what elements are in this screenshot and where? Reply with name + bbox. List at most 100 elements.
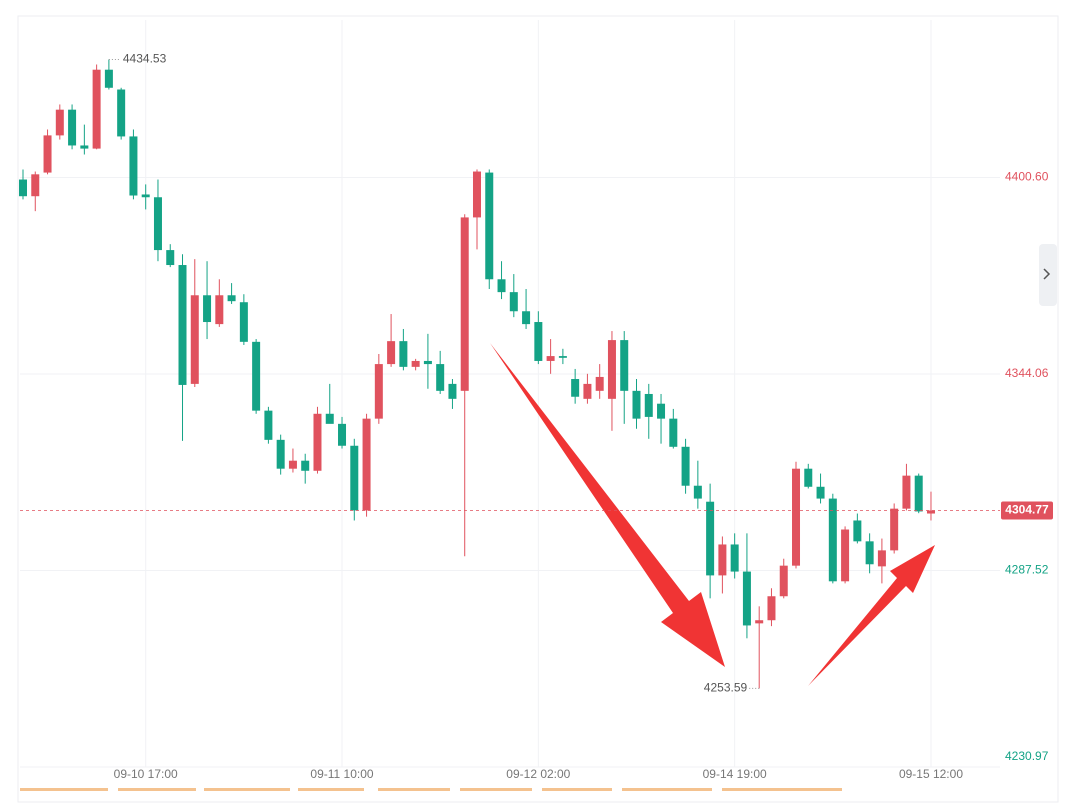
candle-body [288,460,297,469]
candle-body [595,376,604,391]
scroll-segment [298,788,364,791]
candle-body [399,341,408,367]
price-badge [1001,501,1053,520]
candle-body [325,413,334,424]
candle-body [644,393,653,417]
candle-body [583,383,592,399]
y-tick-label: 4400.60 [1005,170,1049,184]
candle-body [43,135,52,173]
candle-body [914,475,923,512]
candle-body [841,529,850,582]
candle-body [411,360,420,367]
candle-body [215,295,224,325]
scroll-segment [20,788,108,791]
candle-body [792,468,801,566]
candle-body [55,109,64,136]
scroll-segment [204,788,290,791]
candle-body [129,136,138,196]
annotation-arrow [808,545,935,686]
candle-body [779,565,788,597]
x-tick-label: 09-14 19:00 [703,767,767,781]
candle-body [338,423,347,446]
candle-body [865,541,874,565]
candle-body [742,571,751,626]
candle-body [718,544,727,576]
chevron-icon [1043,268,1051,280]
scroll-segment [460,788,532,791]
candle-body [816,486,825,499]
candle-body [31,174,40,197]
candle-body [141,194,150,198]
scroll-segment [118,788,196,791]
candle-body [607,340,616,399]
candle-body [362,418,371,511]
candle-body [350,445,359,511]
candle-body [620,340,629,391]
candle-body [423,360,432,365]
y-tick-label: 4287.52 [1005,563,1049,577]
candle-body [153,197,162,251]
candle-body [902,475,911,509]
candle-body [460,217,469,391]
candle-body [19,179,27,197]
candle-body [755,620,764,624]
candle-body [436,364,445,391]
candle-body [178,265,187,385]
candle-body [166,250,175,266]
candle-body [706,501,715,576]
candle-body [117,89,126,137]
candle-body [203,295,212,323]
candle-body [485,172,494,280]
scroll-bar[interactable] [20,788,842,791]
candle-body [68,109,77,146]
candle-body [853,520,862,542]
x-tick-label: 09-15 12:00 [899,767,963,781]
high-label: 4434.53 [123,52,167,66]
candle-body [313,413,322,471]
candle-body [387,341,396,365]
candle-body [448,383,457,399]
candle-body [80,145,89,149]
price-label: 4304.77 [1005,503,1049,517]
scroll-segment [622,788,712,791]
candle-body [92,69,101,149]
candle-body [804,468,813,487]
collapse-button[interactable] [1039,244,1057,306]
candle-body [657,403,666,419]
low-label: 4253.59 [704,681,748,695]
candle-body [190,295,199,384]
candle-body [239,302,248,342]
candle-body [374,364,383,419]
candle-body [522,311,531,325]
candle-body [534,322,543,361]
y-tick-label: 4344.06 [1005,366,1049,380]
candle-body [693,485,702,499]
y-tick-label: 4230.97 [1005,749,1049,763]
candle-body [828,498,837,582]
candle-body [227,295,236,302]
candle-body [558,356,567,358]
candle-body [301,460,310,471]
candle-body [669,418,678,447]
candle-body [877,550,886,567]
candle-body [890,508,899,551]
annotation-arrow [490,343,725,667]
scroll-segment [722,788,842,791]
x-tick-label: 09-12 02:00 [506,767,570,781]
candle-body [264,410,273,440]
candle-body [252,341,261,411]
candle-layer [19,59,935,689]
candle-body [509,292,518,312]
candle-body [681,446,690,486]
scroll-segment [542,788,612,791]
candle-body [767,596,776,621]
candle-body [104,69,113,88]
candle-body [571,379,580,397]
candle-body [926,510,935,514]
candle-body [730,544,739,572]
scroll-segment [378,788,450,791]
candle-body [472,171,481,218]
x-tick-label: 09-11 10:00 [310,767,373,781]
candle-body [276,439,285,469]
